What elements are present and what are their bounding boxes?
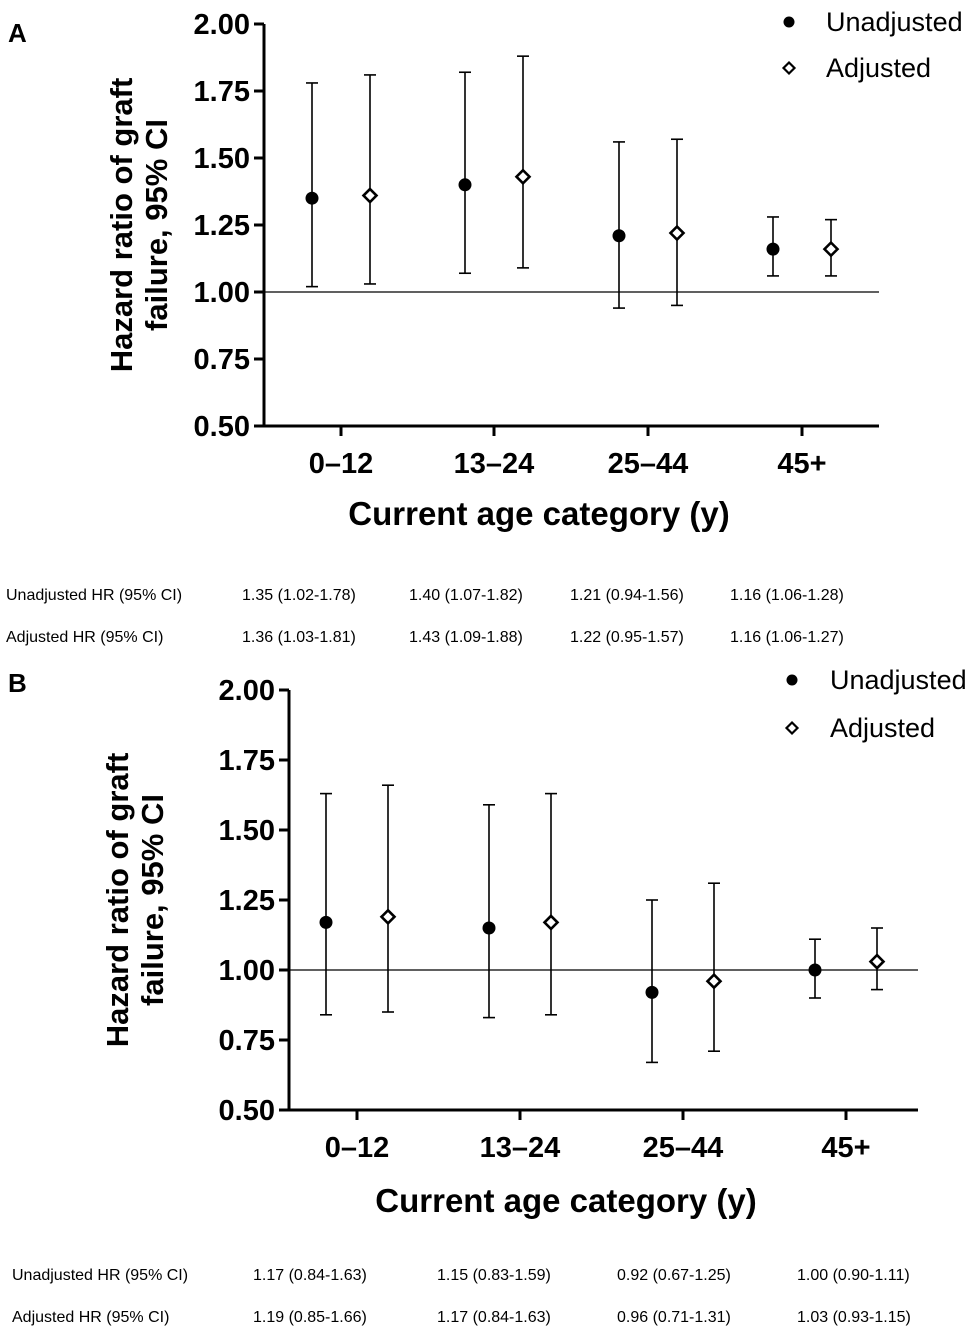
point-unadjusted xyxy=(645,985,659,999)
y-tick-label: 1.00 xyxy=(194,277,250,309)
panel-b: B 0.50 0.75 1.00 1.25 1.50 1.75 2.00 0–12 13–24 25… xyxy=(0,660,969,1331)
table-row-unadjusted-a: Unadjusted HR (95% CI) 1.35 (1.02-1.78) … xyxy=(0,587,969,611)
panel-letter: A xyxy=(8,18,27,48)
table-row-adjusted-b: Adjusted HR (95% CI) 1.19 (0.85-1.66) 1.… xyxy=(0,1309,969,1333)
table-cell: 0.92 (0.67-1.25) xyxy=(617,1267,731,1284)
legend-marker-adjusted xyxy=(781,60,797,76)
x-tick-label: 25–44 xyxy=(608,448,689,480)
y-tick-label: 0.50 xyxy=(219,1095,275,1127)
table-row-unadjusted-b: Unadjusted HR (95% CI) 1.17 (0.84-1.63) … xyxy=(0,1267,969,1291)
x-tick-label: 45+ xyxy=(777,448,826,480)
x-tick-label: 13–24 xyxy=(454,448,535,480)
table-cell: 1.36 (1.03-1.81) xyxy=(242,629,356,646)
table-cell: 1.35 (1.02-1.78) xyxy=(242,587,356,604)
legend-label: Unadjusted xyxy=(830,665,967,695)
y-axis-title-line-1: Hazard ratio of graft xyxy=(100,753,135,1048)
y-tick-label: 1.00 xyxy=(219,955,275,987)
table-cell: 1.16 (1.06-1.27) xyxy=(730,629,844,646)
x-axis-title: Current age category (y) xyxy=(348,495,729,532)
y-axis-title-line-2: failure, 95% CI xyxy=(139,119,174,331)
x-tick-label: 25–44 xyxy=(643,1132,724,1164)
point-unadjusted xyxy=(612,229,626,243)
point-adjusted xyxy=(379,908,397,926)
table-cell: 0.96 (0.71-1.31) xyxy=(617,1309,731,1326)
y-tick-label: 1.25 xyxy=(194,210,250,242)
row-label: Adjusted HR (95% CI) xyxy=(12,1309,170,1326)
table-cell: 1.19 (0.85-1.66) xyxy=(253,1309,367,1326)
row-label: Adjusted HR (95% CI) xyxy=(6,629,164,646)
point-unadjusted xyxy=(766,242,780,256)
y-axis-title-line-2: failure, 95% CI xyxy=(135,794,170,1006)
table-cell: 1.00 (0.90-1.11) xyxy=(797,1267,910,1284)
table-row-adjusted-a: Adjusted HR (95% CI) 1.36 (1.03-1.81) 1.… xyxy=(0,629,969,653)
chart-a: A 0.50 0.75 1.00 1.25 1.50 1.75 2.00 0–12 13–24 25… xyxy=(8,7,963,532)
point-unadjusted xyxy=(305,191,319,205)
panel-letter: B xyxy=(8,668,27,698)
legend-label: Unadjusted xyxy=(826,7,963,37)
point-unadjusted xyxy=(808,963,822,977)
legend-marker-adjusted xyxy=(784,720,800,736)
point-adjusted xyxy=(514,168,532,186)
y-tick-label: 2.00 xyxy=(219,675,275,707)
panel-a: A 0.50 0.75 1.00 1.25 1.50 1.75 2.00 0–12 13–24 25… xyxy=(0,0,969,660)
y-tick-label: 1.50 xyxy=(194,143,250,175)
y-tick-label: 2.00 xyxy=(194,9,250,41)
point-adjusted xyxy=(668,224,686,242)
legend-label: Adjusted xyxy=(830,713,935,743)
row-label: Unadjusted HR (95% CI) xyxy=(12,1267,189,1284)
chart-b: B 0.50 0.75 1.00 1.25 1.50 1.75 2.00 0–12 13–24 25… xyxy=(8,665,967,1219)
table-cell: 1.21 (0.94-1.56) xyxy=(570,587,684,604)
table-cell: 1.17 (0.84-1.63) xyxy=(437,1309,551,1326)
table-cell: 1.17 (0.84-1.63) xyxy=(253,1267,367,1284)
table-cell: 1.40 (1.07-1.82) xyxy=(409,587,523,604)
table-cell: 1.03 (0.93-1.15) xyxy=(797,1309,911,1326)
point-unadjusted xyxy=(458,178,472,192)
y-axis-title-line-1: Hazard ratio of graft xyxy=(104,78,139,373)
point-adjusted xyxy=(822,240,840,258)
x-tick-label: 0–12 xyxy=(309,448,374,480)
point-adjusted xyxy=(705,972,723,990)
point-unadjusted xyxy=(319,915,333,929)
point-adjusted xyxy=(542,914,560,931)
legend-marker-unadjusted xyxy=(783,16,795,28)
table-cell: 1.15 (0.83-1.59) xyxy=(437,1267,551,1284)
point-unadjusted xyxy=(482,921,496,935)
y-tick-label: 0.75 xyxy=(194,344,250,376)
y-tick-label: 1.75 xyxy=(219,745,275,777)
y-tick-label: 1.75 xyxy=(194,76,250,108)
table-cell: 1.43 (1.09-1.88) xyxy=(409,629,523,646)
point-adjusted xyxy=(361,187,379,204)
row-label: Unadjusted HR (95% CI) xyxy=(6,587,183,604)
table-cell: 1.22 (0.95-1.57) xyxy=(570,629,684,646)
x-tick-label: 45+ xyxy=(821,1132,870,1164)
y-tick-label: 0.75 xyxy=(219,1025,275,1057)
x-tick-label: 13–24 xyxy=(480,1132,561,1164)
x-tick-label: 0–12 xyxy=(325,1132,390,1164)
legend-label: Adjusted xyxy=(826,53,931,83)
y-tick-label: 1.25 xyxy=(219,885,275,917)
legend-marker-unadjusted xyxy=(786,674,798,686)
x-axis-title: Current age category (y) xyxy=(375,1182,756,1219)
y-tick-label: 1.50 xyxy=(219,815,275,847)
y-tick-label: 0.50 xyxy=(194,411,250,443)
point-adjusted xyxy=(868,953,886,970)
table-cell: 1.16 (1.06-1.28) xyxy=(730,587,844,604)
